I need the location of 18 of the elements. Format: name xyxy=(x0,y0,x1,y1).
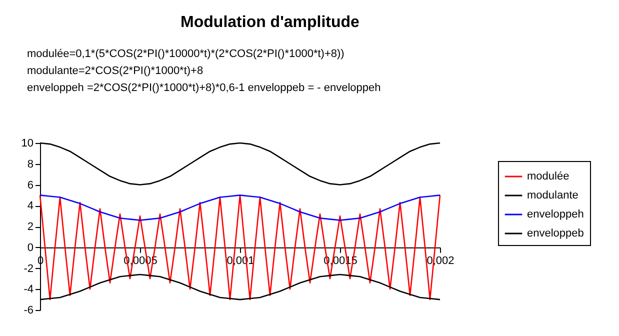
legend-label: modulante xyxy=(527,190,578,202)
y-tick-label: -6 xyxy=(24,304,34,316)
text: enveloppeh =2*COS(2*PI()*1000*t)+8)*0,6-1 enveloppeb = - enveloppeh xyxy=(27,82,381,94)
y-tick-label: -2 xyxy=(24,262,34,275)
text: modulante=2*COS(2*PI()*1000*t)+8 xyxy=(27,65,204,77)
y-tick-label: 2 xyxy=(27,221,34,233)
legend-label: modulée xyxy=(527,170,570,182)
y-tick-label: 6 xyxy=(27,179,34,192)
y-tick-label: 4 xyxy=(27,200,34,212)
chart-title: Modulation d'amplitude xyxy=(180,14,360,31)
y-tick-label: -4 xyxy=(24,284,34,296)
text: modulée=0,1*(5*COS(2*PI()*10000*t)*(2*COS(2*PI()*1000*t)+8)) xyxy=(27,48,344,60)
legend-label: enveloppeh xyxy=(527,208,584,220)
y-tick-label: 0 xyxy=(27,242,34,254)
legend-label: enveloppeb xyxy=(527,228,584,240)
y-tick-label: 10 xyxy=(21,138,34,150)
y-tick-label: 8 xyxy=(27,158,34,170)
line-series xyxy=(39,194,441,221)
